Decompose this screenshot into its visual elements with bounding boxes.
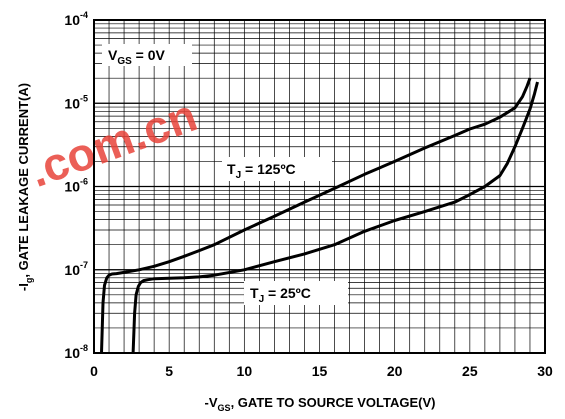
series-line-tj-125c [100,77,532,354]
y-tick-labels: 10-8 10-7 10-6 10-5 10-4 [64,10,88,361]
series-label-tj-125c-bg [222,157,332,181]
series-layer [100,77,539,354]
x-axis-title: -VGS, GATE TO SOURCE VOLTAGE(V) [205,395,436,413]
x-tick-label: 0 [90,363,98,379]
series-label-tj-125c: TJ = 125ºC [222,157,332,181]
series-label-tj-25c-bg [244,281,348,305]
series-label-tj-25c: TJ = 25ºC [244,281,348,305]
series-line-tj-25c [131,81,539,354]
x-tick-label: 10 [237,363,253,379]
y-tick-label: 10-6 [64,177,88,195]
watermark: .com.cn [22,89,203,197]
y-tick-label: 10-4 [64,10,88,28]
x-tick-label: 30 [537,363,553,379]
plot-frame [93,19,546,354]
y-tick-label: 10-7 [64,260,88,278]
x-tick-labels: 0 5 10 15 20 25 30 [90,363,553,379]
y-tick-label: 10-8 [64,343,88,361]
series-label-tj-25c-text: TJ = 25ºC [250,285,311,305]
x-tick-label: 20 [387,363,403,379]
x-tick-label: 25 [462,363,478,379]
condition-label-text: VGS = 0V [108,47,166,67]
x-tick-label: 15 [312,363,328,379]
y-axis-title: -Ig, GATE LEAKAGE CURRENT(A) [16,83,34,291]
series-label-tj-125c-text: TJ = 125ºC [227,161,296,181]
condition-label: VGS = 0V [102,44,192,67]
annotations: VGS = 0V TJ = 125ºC TJ = 25ºC [102,44,348,305]
y-tick-label: 10-5 [64,93,88,111]
condition-label-bg [102,44,192,66]
watermark-text: .com.cn [22,89,203,197]
x-tick-label: 5 [165,363,173,379]
